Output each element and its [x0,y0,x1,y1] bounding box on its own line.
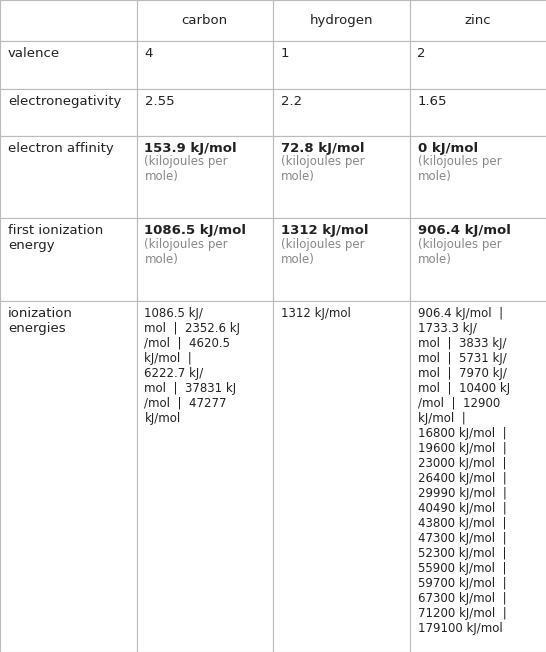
Text: (kilojoules per
mole): (kilojoules per mole) [418,238,501,265]
Bar [410,218,546,301]
Text: 2: 2 [418,47,426,60]
Bar [136,41,273,89]
Bar [0,89,136,136]
Bar [410,89,546,136]
Text: electronegativity: electronegativity [8,95,121,108]
Text: 1.65: 1.65 [418,95,447,108]
Bar [0,136,136,218]
Text: 153.9 kJ/mol: 153.9 kJ/mol [145,142,237,155]
Text: electron affinity: electron affinity [8,142,114,155]
Text: ionization
energies: ionization energies [8,306,73,334]
Text: 1086.5 kJ/
mol  |  2352.6 kJ
/mol  |  4620.5
kJ/mol  |
6222.7 kJ/
mol  |  37831 : 1086.5 kJ/ mol | 2352.6 kJ /mol | 4620.5… [145,306,240,424]
Bar [136,218,273,301]
Text: (kilojoules per
mole): (kilojoules per mole) [418,155,501,183]
Text: (kilojoules per
mole): (kilojoules per mole) [145,155,228,183]
Bar [0,0,136,41]
Bar [273,89,410,136]
Text: (kilojoules per
mole): (kilojoules per mole) [281,238,365,265]
Text: 1312 kJ/mol: 1312 kJ/mol [281,306,351,319]
Text: carbon: carbon [182,14,228,27]
Text: 0 kJ/mol: 0 kJ/mol [418,142,478,155]
Text: 72.8 kJ/mol: 72.8 kJ/mol [281,142,365,155]
Text: 1312 kJ/mol: 1312 kJ/mol [281,224,369,237]
Bar [410,0,546,41]
Text: 906.4 kJ/mol  |
1733.3 kJ/
mol  |  3833 kJ/
mol  |  5731 kJ/
mol  |  7970 kJ/
mo: 906.4 kJ/mol | 1733.3 kJ/ mol | 3833 kJ/… [418,306,509,634]
Bar [273,136,410,218]
Text: 1: 1 [281,47,289,60]
Text: 906.4 kJ/mol: 906.4 kJ/mol [418,224,511,237]
Text: 2.2: 2.2 [281,95,302,108]
Text: 4: 4 [145,47,153,60]
Bar [136,136,273,218]
Bar [136,0,273,41]
Text: first ionization
energy: first ionization energy [8,224,103,252]
Bar [0,218,136,301]
Bar [0,301,136,652]
Bar [0,41,136,89]
Bar [273,0,410,41]
Bar [273,41,410,89]
Text: valence: valence [8,47,60,60]
Bar [136,301,273,652]
Bar [273,301,410,652]
Text: zinc: zinc [465,14,491,27]
Text: (kilojoules per
mole): (kilojoules per mole) [281,155,365,183]
Bar [410,41,546,89]
Bar [273,218,410,301]
Text: 2.55: 2.55 [145,95,174,108]
Bar [136,89,273,136]
Text: hydrogen: hydrogen [310,14,373,27]
Text: 1086.5 kJ/mol: 1086.5 kJ/mol [145,224,246,237]
Bar [410,136,546,218]
Bar [0,0,136,41]
Bar [410,301,546,652]
Text: (kilojoules per
mole): (kilojoules per mole) [145,238,228,265]
